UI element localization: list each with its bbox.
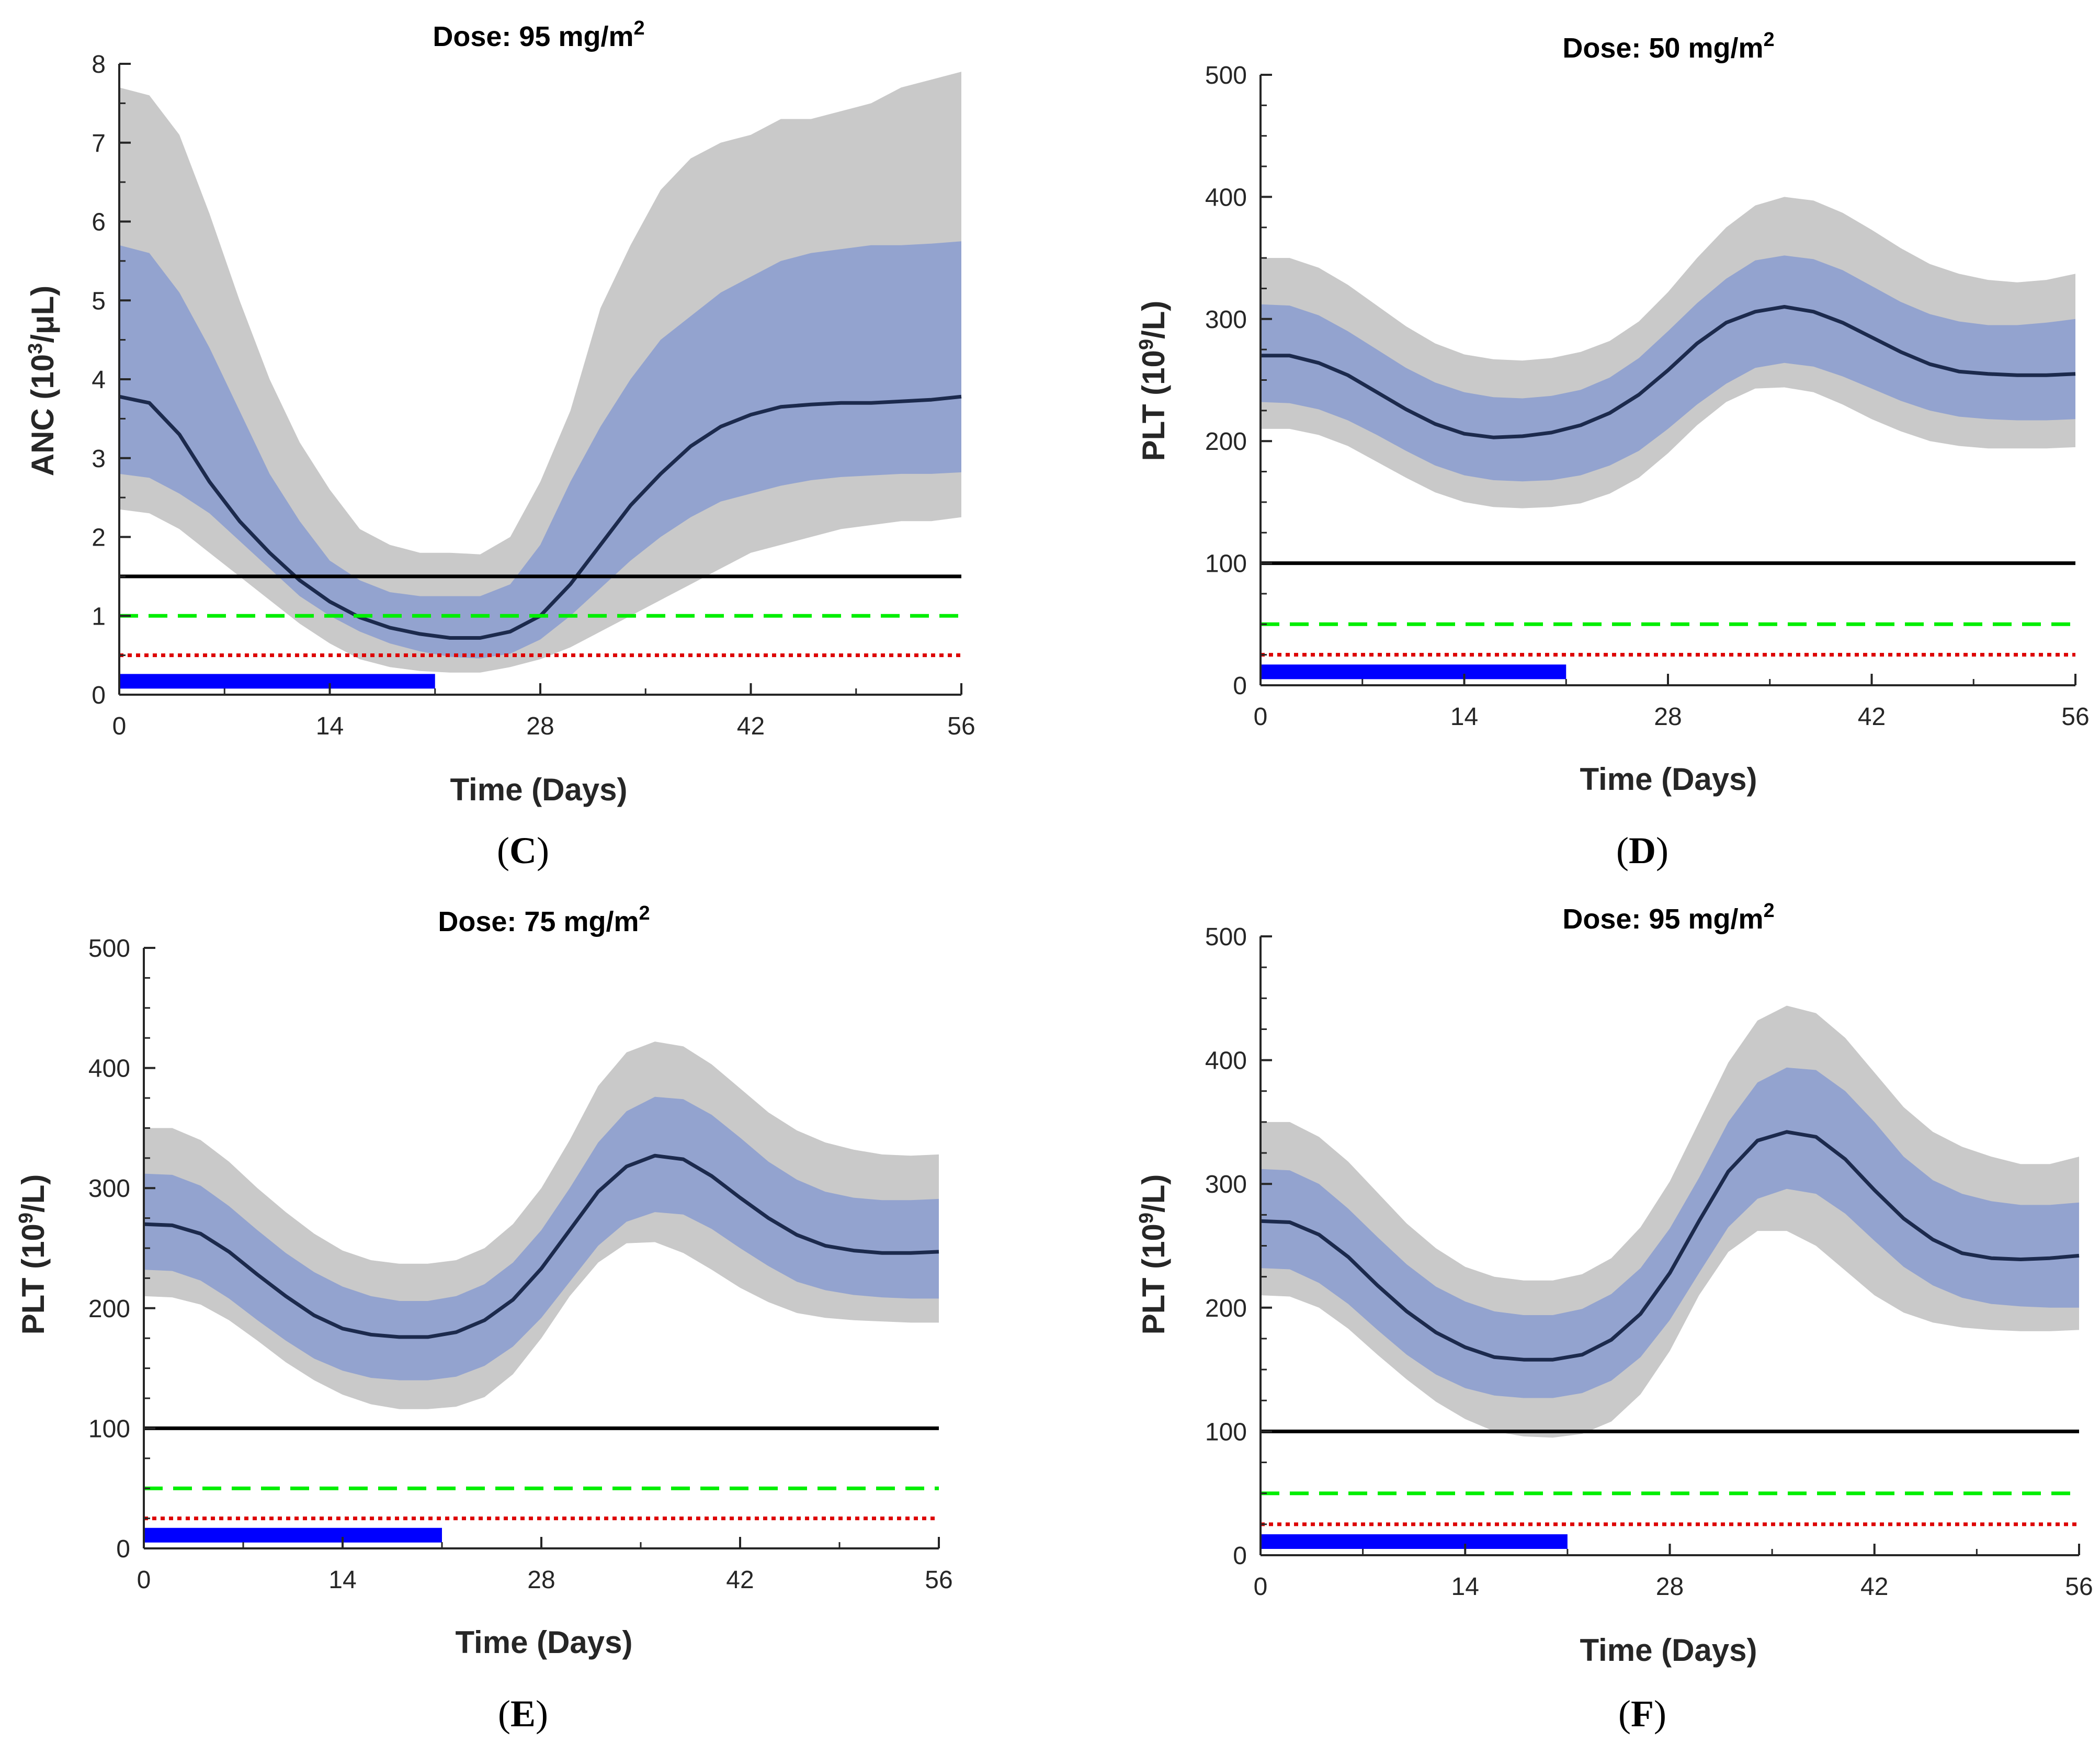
panel-c-y-tick-label: 5 bbox=[92, 287, 106, 315]
panel-e-x-tick-label: 42 bbox=[726, 1566, 754, 1594]
panel-c-y-tick-label: 2 bbox=[92, 524, 106, 552]
panel-d-y-tick-label: 400 bbox=[1205, 184, 1247, 211]
panel-e-y-axis-label: PLT (109/L) bbox=[15, 1174, 51, 1335]
panel-f-plot: 0 100 200 300 400 500 0 14 28 42 56 bbox=[1205, 923, 2093, 1601]
panel-f-median-line bbox=[1260, 1130, 2080, 1362]
panel-d-x-tick-label: 28 bbox=[1654, 703, 1682, 731]
panel-d-x-tick-label: 0 bbox=[1254, 703, 1268, 731]
panel-e-y-tick-label: 100 bbox=[88, 1415, 130, 1443]
panel-c-label: (C) bbox=[497, 830, 549, 872]
panel-e: Dose: 75 mg/m2 0 100 200 300 400 500 0 14 28 42 56… bbox=[15, 902, 953, 1735]
panel-c-outer-band bbox=[119, 72, 961, 673]
panel-f-y-axis-label: PLT (109/L) bbox=[1136, 1174, 1171, 1335]
panel-f-x-tick-label: 28 bbox=[1656, 1573, 1684, 1601]
panel-e-x-tick-label: 14 bbox=[328, 1566, 356, 1594]
panel-d-y-tick-label: 100 bbox=[1205, 550, 1247, 578]
panel-d-dosing-bar bbox=[1261, 664, 1567, 680]
panel-f-y-tick-label: 0 bbox=[1233, 1542, 1247, 1570]
panel-e-y-tick-label: 0 bbox=[116, 1535, 130, 1563]
panel-e-plot: 0 100 200 300 400 500 0 14 28 42 56 bbox=[88, 935, 953, 1594]
panel-f-x-tick-label: 56 bbox=[2065, 1573, 2093, 1601]
panel-e-title: Dose: 75 mg/m2 bbox=[438, 902, 650, 937]
panel-e-y-tick-label: 300 bbox=[88, 1175, 130, 1203]
panel-d-x-axis-label: Time (Days) bbox=[1580, 762, 1757, 797]
panel-c-inner-band bbox=[119, 241, 961, 659]
panel-e-x-tick-label: 56 bbox=[925, 1566, 952, 1594]
panel-e-y-tick-label: 400 bbox=[88, 1055, 130, 1083]
panel-c-y-tick-label: 1 bbox=[92, 603, 106, 630]
panel-f-title: Dose: 95 mg/m2 bbox=[1562, 900, 1774, 935]
panel-c-x-tick-label: 28 bbox=[526, 712, 554, 740]
panel-c-y-axis-label: ANC (103/μL) bbox=[25, 286, 60, 477]
panel-d-median-line bbox=[1261, 305, 2076, 439]
panel-c-x-axis-label: Time (Days) bbox=[450, 772, 627, 807]
panel-d-x-tick-label: 14 bbox=[1450, 703, 1478, 731]
panel-f-y-tick-label: 500 bbox=[1205, 923, 1247, 951]
panel-e-y-tick-label: 500 bbox=[88, 935, 130, 963]
panel-f-y-tick-label: 200 bbox=[1205, 1295, 1247, 1322]
panel-d-y-axis-label: PLT (109/L) bbox=[1136, 301, 1171, 461]
panel-c-x-tick-label: 0 bbox=[112, 712, 127, 740]
panel-c-title: Dose: 95 mg/m2 bbox=[433, 17, 644, 52]
panel-f-x-tick-label: 42 bbox=[1860, 1573, 1888, 1601]
panel-e-median-line bbox=[143, 1153, 939, 1339]
panel-f-inner-band bbox=[1261, 1067, 2079, 1398]
panel-c-x-tick-label: 42 bbox=[737, 712, 765, 740]
panel-f-y-tick-label: 400 bbox=[1205, 1047, 1247, 1075]
panel-e-label: (E) bbox=[498, 1693, 548, 1735]
panel-d-label: (D) bbox=[1616, 830, 1668, 872]
panel-d-x-tick-label: 56 bbox=[2061, 703, 2089, 731]
panel-d-y-tick-label: 500 bbox=[1205, 62, 1247, 89]
panel-f-y-tick-label: 300 bbox=[1205, 1171, 1247, 1198]
panel-f-dosing-bar bbox=[1261, 1534, 1568, 1549]
panel-f: Dose: 95 mg/m2 0 100 200 300 400 500 0 14 28 42 56… bbox=[1136, 900, 2093, 1735]
panel-c-x-tick-label: 56 bbox=[947, 712, 975, 740]
panel-d-title: Dose: 50 mg/m2 bbox=[1562, 29, 1774, 64]
panel-c-y-tick-label: 3 bbox=[92, 445, 106, 473]
panel-c-y-tick-label: 4 bbox=[92, 366, 106, 394]
panel-d-y-tick-label: 300 bbox=[1205, 306, 1247, 334]
panel-c-y-tick-label: 0 bbox=[92, 682, 106, 709]
panel-f-y-tick-label: 100 bbox=[1205, 1418, 1247, 1446]
panel-c-y-tick-label: 6 bbox=[92, 209, 106, 236]
panel-e-x-axis-label: Time (Days) bbox=[455, 1625, 632, 1660]
panel-f-label: (F) bbox=[1618, 1693, 1666, 1735]
panel-e-x-tick-label: 28 bbox=[527, 1566, 555, 1594]
panel-d-y-tick-label: 200 bbox=[1205, 428, 1247, 456]
panel-d: Dose: 50 mg/m2 0 100 200 300 400 500 0 14 28 42 56… bbox=[1136, 29, 2090, 872]
panel-c-dosing-bar bbox=[119, 674, 435, 689]
panel-e-x-tick-label: 0 bbox=[137, 1566, 151, 1594]
panel-d-plot: 0 100 200 300 400 500 0 14 28 42 56 bbox=[1205, 62, 2090, 731]
panel-c-x-tick-label: 14 bbox=[316, 712, 344, 740]
panel-c-y-tick-label: 7 bbox=[92, 130, 106, 157]
panel-d-y-tick-label: 0 bbox=[1233, 672, 1247, 700]
panel-c-y-tick-label: 8 bbox=[92, 51, 106, 78]
panel-e-dosing-bar bbox=[144, 1527, 442, 1543]
panel-f-x-axis-label: Time (Days) bbox=[1580, 1633, 1757, 1668]
panel-d-x-tick-label: 42 bbox=[1858, 703, 1886, 731]
panel-f-x-tick-label: 14 bbox=[1451, 1573, 1479, 1601]
panel-e-inner-band bbox=[144, 1096, 939, 1380]
panel-f-x-tick-label: 0 bbox=[1254, 1573, 1268, 1601]
panel-e-y-tick-label: 200 bbox=[88, 1295, 130, 1323]
